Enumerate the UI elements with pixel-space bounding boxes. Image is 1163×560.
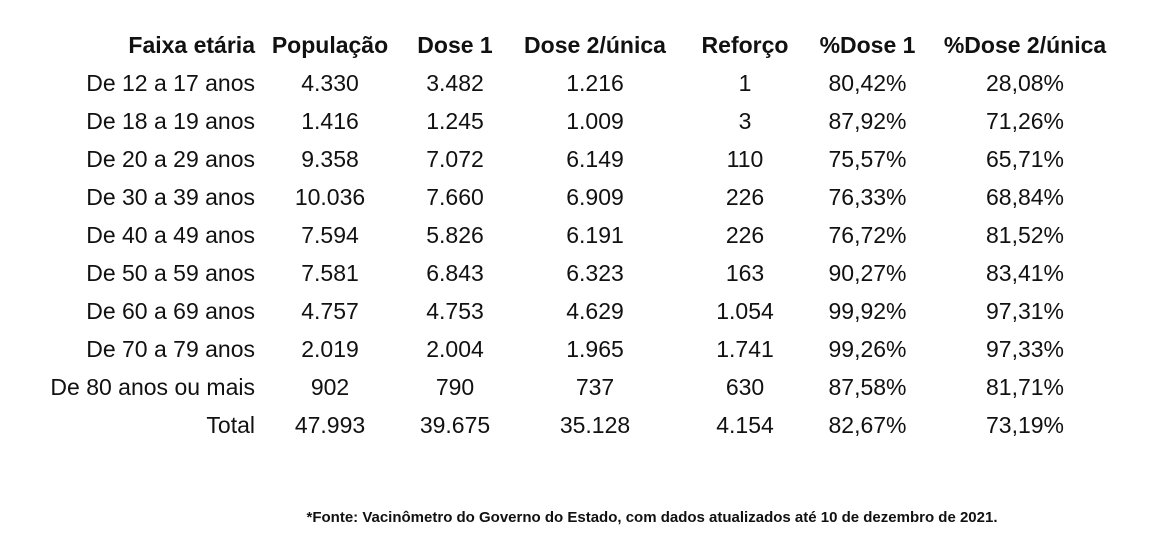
cell: 65,71%	[985, 146, 1064, 172]
column-header-0: Faixa etária	[128, 32, 255, 58]
cell: 73,19%	[985, 412, 1064, 438]
cell: 81,52%	[985, 222, 1064, 248]
cell: 226	[725, 222, 765, 248]
cell: 6.843	[426, 260, 484, 286]
cell: 7.581	[301, 260, 359, 286]
table-row: De 18 a 19 anos 1.416 1.245 1.009 3 87,92% 71,…	[0, 102, 1120, 140]
table-row: De 70 a 79 anos 2.019 2.004 1.965 1.741 99,26…	[0, 330, 1120, 368]
cell: 10.036	[294, 184, 366, 210]
column-header-4: Reforço	[701, 32, 789, 58]
table-row: De 20 a 29 anos 9.358 7.072 6.149 110 75,57% 6…	[0, 140, 1120, 178]
cell: 81,71%	[985, 374, 1064, 400]
cell: 39.675	[419, 412, 491, 438]
column-header-1: População	[271, 32, 389, 58]
cell: 87,58%	[828, 374, 907, 400]
row-label: De 70 a 79 anos	[86, 336, 255, 362]
cell: 1.009	[566, 108, 624, 134]
row-label: De 30 a 39 anos	[86, 184, 255, 210]
cell: 7.072	[426, 146, 484, 172]
cell: 4.154	[716, 412, 774, 438]
cell: 1.965	[566, 336, 624, 362]
column-header-2: Dose 1	[417, 32, 493, 58]
table-header-row: Faixa etária População Dose 1 Dose 2/única R…	[0, 26, 1120, 64]
table-row: De 50 a 59 anos 7.581 6.843 6.323 163 90,27% 8…	[0, 254, 1120, 292]
cell: 6.323	[566, 260, 624, 286]
table-row-total: Total 47.993 39.675 35.128 4.154 82,67% 73,19%	[0, 406, 1120, 444]
cell: 1.054	[716, 298, 774, 324]
cell: 4.753	[426, 298, 484, 324]
cell: 1.741	[716, 336, 774, 362]
cell: 7.660	[426, 184, 484, 210]
cell: 1.416	[301, 108, 359, 134]
cell: 76,72%	[828, 222, 907, 248]
cell: 97,33%	[985, 336, 1064, 362]
table-row: De 30 a 39 anos 10.036 7.660 6.909 226 76,33%…	[0, 178, 1120, 216]
table-row: De 12 a 17 anos 4.330 3.482 1.216 1 80,42% 28,…	[0, 64, 1120, 102]
cell: 6.909	[566, 184, 624, 210]
cell: 2.019	[301, 336, 359, 362]
cell: 3.482	[426, 70, 484, 96]
cell: 9.358	[301, 146, 359, 172]
cell: 1.245	[426, 108, 484, 134]
row-label: Total	[206, 412, 255, 438]
cell: 75,57%	[828, 146, 907, 172]
row-label: De 60 a 69 anos	[86, 298, 255, 324]
cell: 99,26%	[828, 336, 907, 362]
source-footnote: *Fonte: Vacinômetro do Governo do Estado…	[306, 509, 998, 526]
column-header-6: %Dose 2/única	[943, 32, 1107, 58]
cell: 902	[310, 374, 350, 400]
cell: 6.149	[566, 146, 624, 172]
cell: 28,08%	[985, 70, 1064, 96]
row-label: De 12 a 17 anos	[86, 70, 255, 96]
cell: 737	[575, 374, 615, 400]
row-label: De 40 a 49 anos	[86, 222, 255, 248]
cell: 6.191	[566, 222, 624, 248]
cell: 7.594	[301, 222, 359, 248]
cell: 71,26%	[985, 108, 1064, 134]
cell: 630	[725, 374, 765, 400]
row-label: De 20 a 29 anos	[86, 146, 255, 172]
cell: 226	[725, 184, 765, 210]
cell: 76,33%	[828, 184, 907, 210]
row-label: De 18 a 19 anos	[86, 108, 255, 134]
table-header: Faixa etária População Dose 1 Dose 2/única R…	[0, 26, 1120, 64]
table-row: De 60 a 69 anos 4.757 4.753 4.629 1.054 99,92…	[0, 292, 1120, 330]
cell: 5.826	[426, 222, 484, 248]
cell: 163	[725, 260, 765, 286]
cell: 47.993	[294, 412, 366, 438]
cell: 110	[726, 146, 764, 172]
vaccination-by-age-table: Faixa etária População Dose 1 Dose 2/única R…	[0, 26, 1120, 444]
cell: 4.629	[566, 298, 624, 324]
cell: 97,31%	[985, 298, 1064, 324]
cell: 1.216	[566, 70, 624, 96]
cell: 68,84%	[985, 184, 1064, 210]
cell: 82,67%	[828, 412, 907, 438]
cell: 4.330	[301, 70, 359, 96]
cell: 83,41%	[985, 260, 1064, 286]
cell: 1	[738, 70, 752, 96]
cell: 80,42%	[828, 70, 907, 96]
cell: 790	[435, 374, 475, 400]
column-header-3: Dose 2/única	[524, 32, 666, 58]
table-row: De 80 anos ou mais 902 790 737 630 87,58% 81,7…	[0, 368, 1120, 406]
cell: 99,92%	[828, 298, 907, 324]
cell: 87,92%	[828, 108, 907, 134]
table-body: De 12 a 17 anos 4.330 3.482 1.216 1 80,42% 28,…	[0, 64, 1120, 444]
row-label: De 80 anos ou mais	[50, 374, 255, 400]
cell: 3	[738, 108, 752, 134]
cell: 90,27%	[828, 260, 907, 286]
cell: 35.128	[559, 412, 631, 438]
table-row: De 40 a 49 anos 7.594 5.826 6.191 226 76,72% 8…	[0, 216, 1120, 254]
vaccination-table-page: { "chart_data": { "type": "table", "titl…	[0, 26, 1163, 560]
column-header-5: %Dose 1	[819, 32, 916, 58]
cell: 2.004	[426, 336, 484, 362]
cell: 4.757	[301, 298, 359, 324]
row-label: De 50 a 59 anos	[86, 260, 255, 286]
